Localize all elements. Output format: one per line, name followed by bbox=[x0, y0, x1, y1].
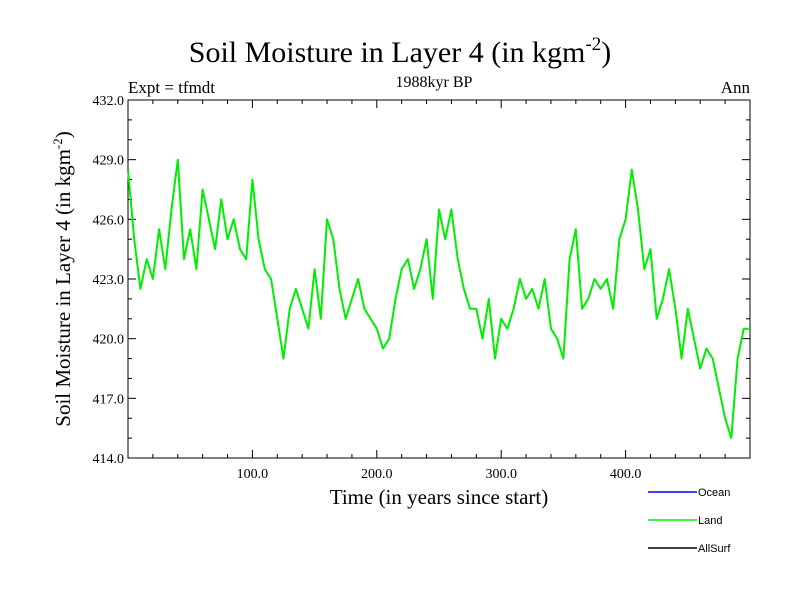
y-tick-label: 426.0 bbox=[93, 213, 125, 228]
x-tick-label: 300.0 bbox=[485, 467, 517, 482]
legend-label-ocean: Ocean bbox=[698, 487, 730, 499]
y-tick-label: 414.0 bbox=[93, 452, 125, 467]
x-axis-label: Time (in years since start) bbox=[330, 485, 549, 509]
y-axis-label-superscript: -2 bbox=[50, 138, 65, 149]
y-tick-label: 423.0 bbox=[93, 273, 125, 288]
season-label: Ann bbox=[721, 78, 751, 97]
series-group bbox=[127, 158, 750, 440]
series-line-land bbox=[127, 158, 750, 440]
y-tick-label: 420.0 bbox=[93, 333, 125, 348]
x-tick-label: 100.0 bbox=[237, 467, 269, 482]
title-end: ) bbox=[601, 36, 611, 69]
y-axis-label-end: ) bbox=[51, 131, 75, 138]
x-tick-label: 200.0 bbox=[361, 467, 393, 482]
legend-label-allsurf: AllSurf bbox=[698, 543, 731, 555]
legend: Ocean Land AllSurf bbox=[648, 487, 731, 555]
y-axis-label: Soil Moisture in Layer 4 (in kgm-2) bbox=[50, 131, 75, 426]
plot-frame bbox=[127, 99, 751, 459]
y-tick-label: 429.0 bbox=[93, 154, 125, 169]
tick-labels: 100.0 200.0 300.0 400.0 414.0 417.0 420.0 423.0… bbox=[93, 94, 642, 482]
y-tick-label: 432.0 bbox=[93, 94, 125, 109]
chart-subtitle: 1988kyr BP bbox=[396, 74, 473, 91]
x-tick-label: 400.0 bbox=[610, 467, 642, 482]
y-tick-label: 417.0 bbox=[93, 392, 125, 407]
legend-label-land: Land bbox=[698, 515, 722, 527]
experiment-label: Expt = tfmdt bbox=[128, 78, 215, 97]
chart-title: Soil Moisture in Layer 4 (in kgm-2) bbox=[189, 34, 611, 69]
title-superscript: -2 bbox=[585, 34, 601, 55]
tick-marks bbox=[128, 99, 750, 459]
